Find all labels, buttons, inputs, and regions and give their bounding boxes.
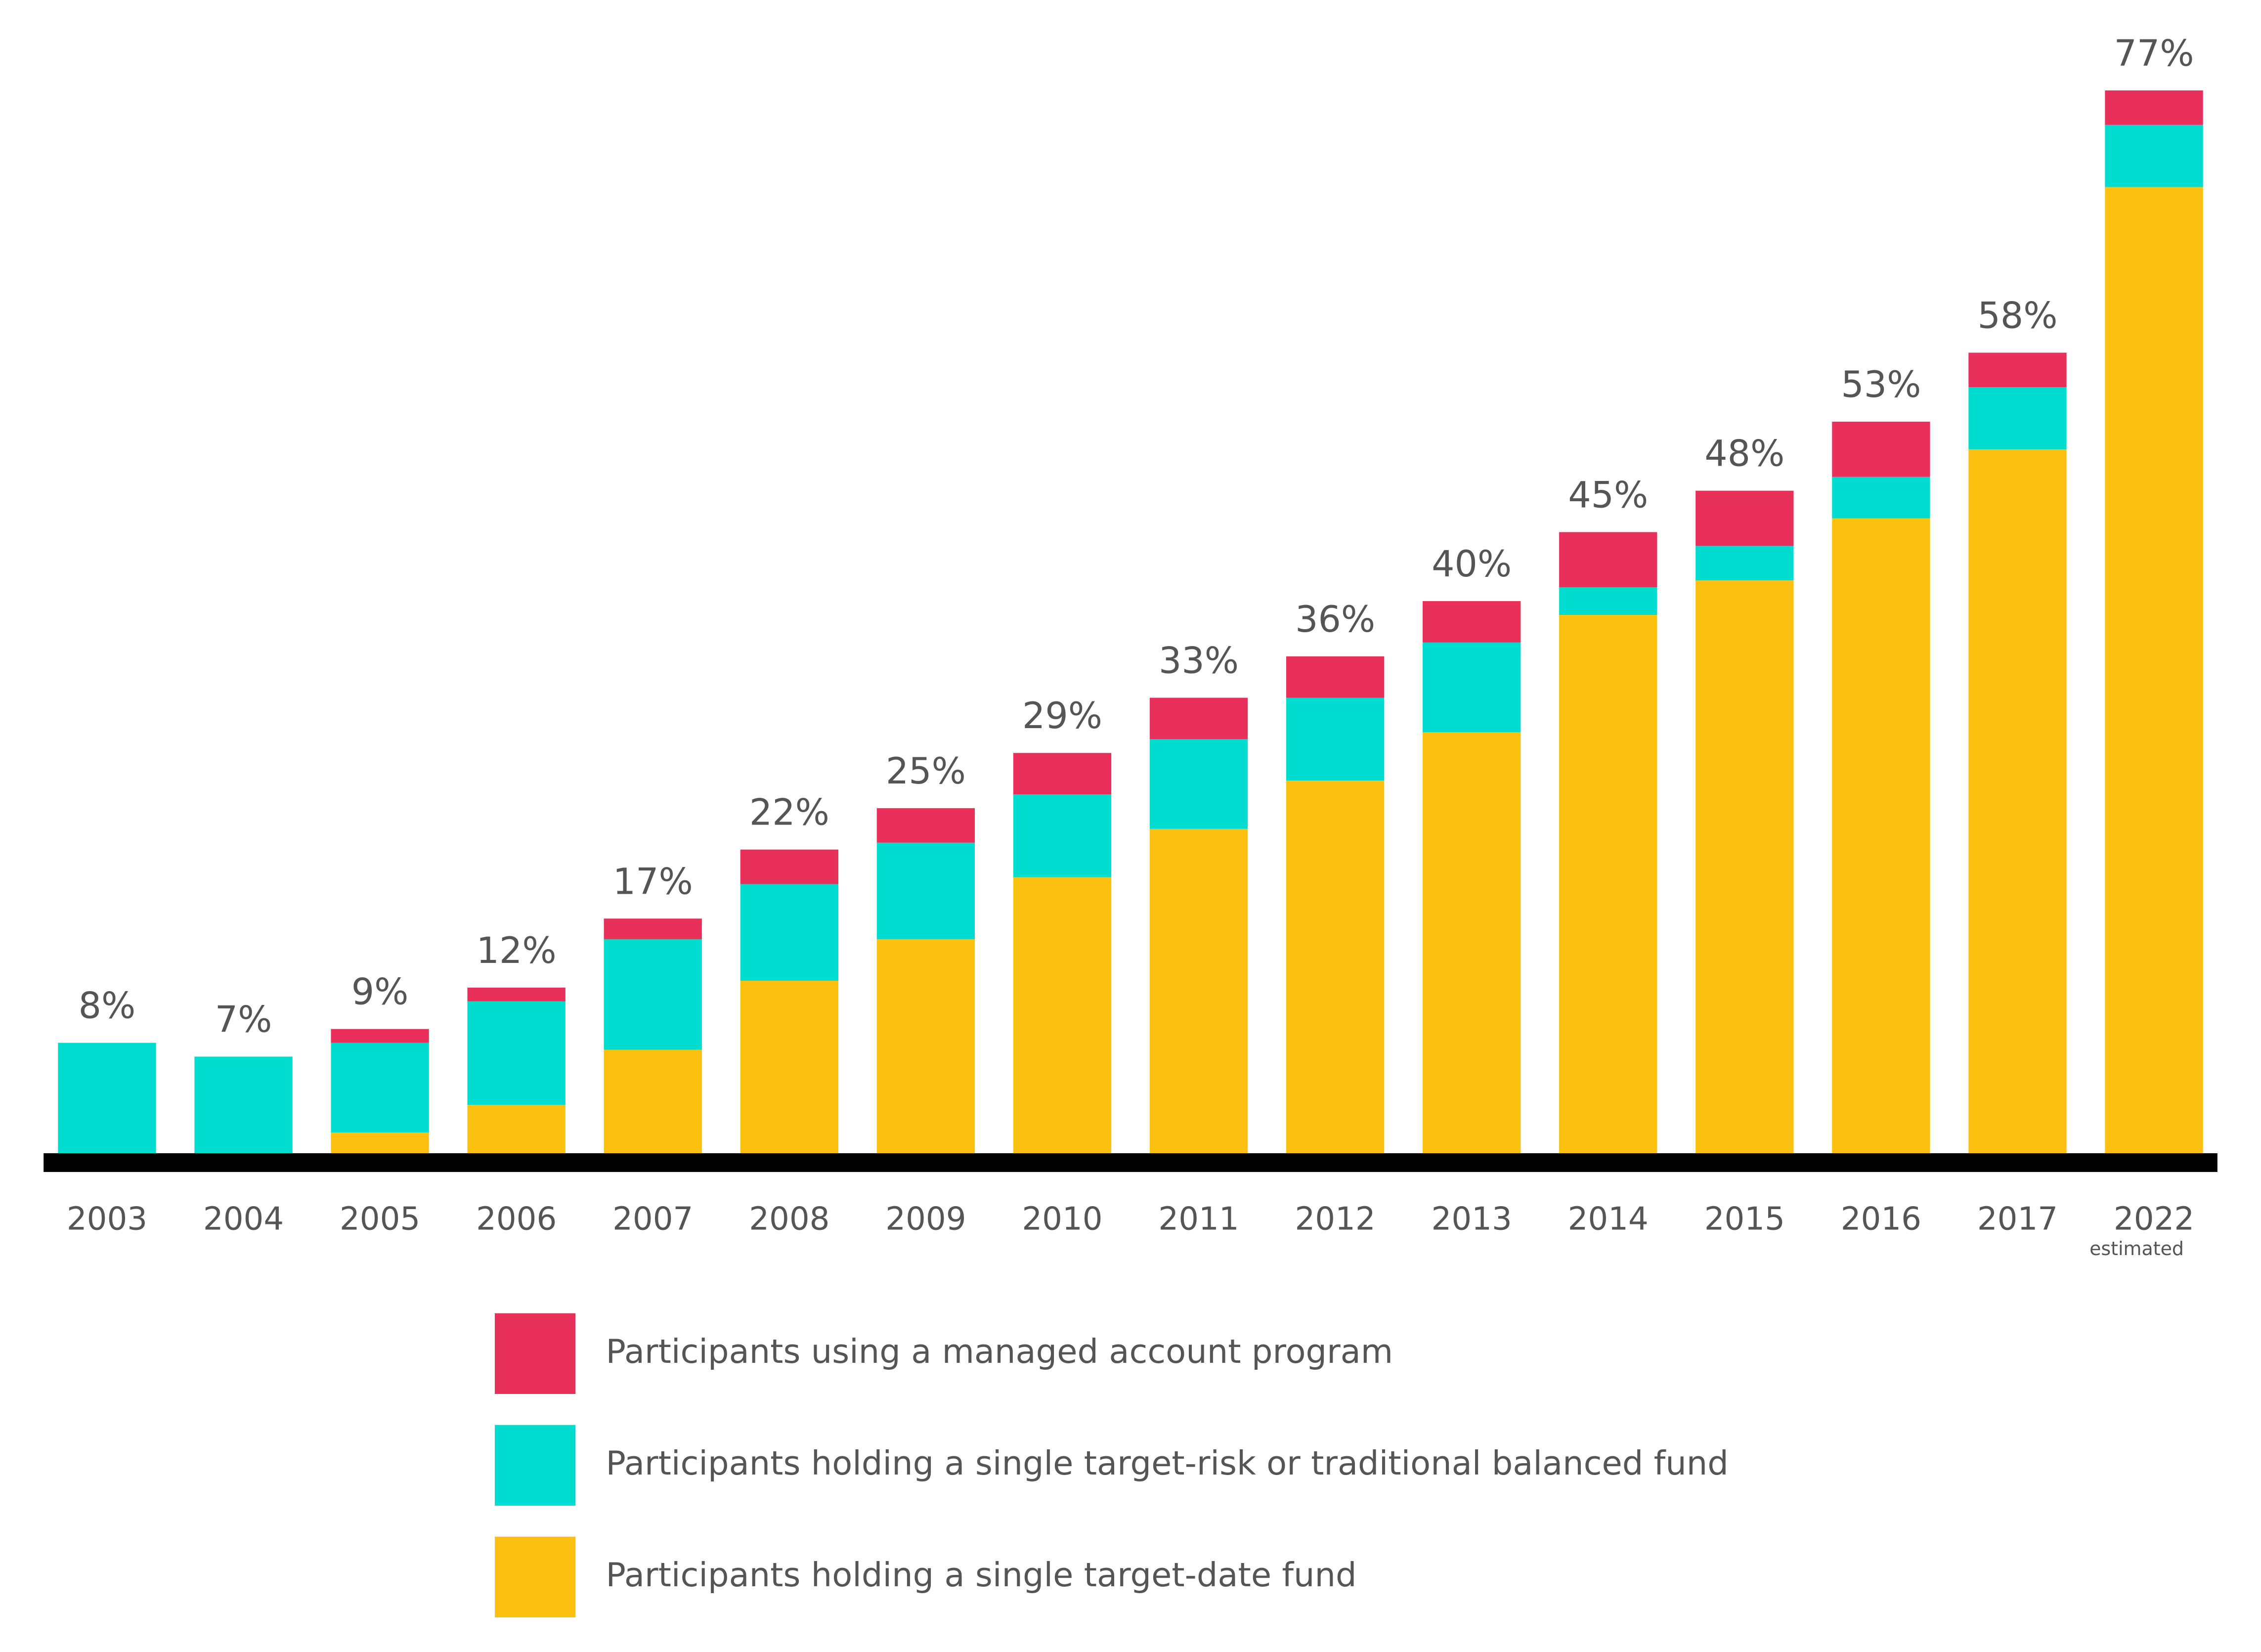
baseline (43, 1153, 2218, 1172)
total-label: 36% (1295, 599, 1375, 641)
annotation: estimated (2089, 1238, 2184, 1260)
total-label: 77% (2114, 33, 2194, 75)
bar-segment (58, 1043, 156, 1153)
x-tick-label: 2008 (749, 1201, 829, 1238)
x-tick-label: 2012 (1295, 1201, 1375, 1238)
bar-segment (876, 939, 975, 1153)
total-label: 48% (1704, 433, 1784, 475)
bar-segment (740, 980, 838, 1153)
bar-segment (1286, 697, 1385, 781)
x-tick-label: 2006 (476, 1201, 557, 1238)
total-label: 53% (1841, 364, 1921, 406)
bar-segment (1696, 580, 1794, 1153)
total-label: 12% (477, 930, 557, 972)
bar-segment (604, 939, 702, 1050)
total-label: 9% (351, 971, 409, 1013)
x-tick-label: 2010 (1022, 1201, 1102, 1238)
x-tick-label: 2007 (612, 1201, 693, 1238)
bar-segment (740, 849, 838, 884)
bar-segment (2105, 125, 2203, 187)
x-tick-label: 2015 (1704, 1201, 1785, 1238)
bar-segment (467, 1001, 565, 1105)
bar-segment (1559, 587, 1657, 615)
bar-segment (1013, 753, 1112, 794)
total-label: 58% (1977, 295, 2057, 337)
x-tick-label: 2022 (2114, 1201, 2194, 1238)
legend-label: Participants using a managed account pro… (606, 1332, 1393, 1371)
bar-segment (1968, 449, 2067, 1153)
total-label: 40% (1432, 543, 1512, 585)
bar-segment (1968, 387, 2067, 449)
legend-swatch (494, 1536, 576, 1618)
bar-segment (331, 1132, 429, 1153)
bar-segment (1696, 490, 1794, 546)
bar-segment (1559, 614, 1657, 1153)
bar-segment (1149, 828, 1248, 1153)
total-label: 8% (79, 985, 136, 1027)
x-tick-label: 2011 (1158, 1201, 1239, 1238)
bar-segment (2105, 90, 2203, 125)
x-tick-label: 2003 (67, 1201, 147, 1238)
bar-segment (1286, 781, 1385, 1153)
x-tick-label: 2013 (1432, 1201, 1512, 1238)
bar-segment (1013, 794, 1112, 877)
x-tick-label: 2016 (1841, 1201, 1921, 1238)
bar-segment (2105, 187, 2203, 1153)
bar-segment (1696, 546, 1794, 581)
x-tick-label: 2009 (885, 1201, 966, 1238)
legend-label: Participants holding a single target-ris… (606, 1444, 1728, 1482)
bar-segment (1559, 532, 1657, 588)
bar-segment (1149, 739, 1248, 829)
bar-segment (1286, 656, 1385, 698)
bar-segment (1013, 877, 1112, 1153)
total-label: 25% (886, 750, 966, 792)
total-label: 33% (1159, 640, 1239, 682)
bar-segment (1423, 732, 1521, 1153)
x-tick-label: 2005 (340, 1201, 420, 1238)
bar-segment (1968, 352, 2067, 388)
bar-segment (1423, 601, 1521, 643)
bar-segment (331, 1029, 429, 1043)
bar-segment (467, 987, 565, 1001)
total-label: 22% (749, 792, 829, 834)
x-tick-label: 2014 (1568, 1201, 1649, 1238)
x-tick-label: 2017 (1977, 1201, 2058, 1238)
total-label: 17% (613, 861, 693, 903)
legend-label: Participants holding a single target-dat… (606, 1556, 1356, 1594)
bar-segment (331, 1043, 429, 1133)
total-label: 29% (1022, 695, 1102, 737)
total-label: 45% (1568, 474, 1648, 516)
legend-swatch (494, 1313, 576, 1394)
bar-segment (604, 918, 702, 940)
bar-segment (1832, 477, 1930, 519)
bar-segment (194, 1056, 293, 1153)
bar-segment (1423, 642, 1521, 733)
bar-segment (467, 1105, 565, 1153)
x-tick-label: 2004 (203, 1201, 284, 1238)
legend-swatch (494, 1425, 576, 1506)
bar-segment (740, 884, 838, 981)
bar-segment (876, 842, 975, 940)
bar-segment (1149, 697, 1248, 739)
bar-segment (1832, 422, 1930, 477)
bar-segment (604, 1049, 702, 1153)
total-label: 7% (215, 999, 272, 1041)
bar-segment (876, 808, 975, 843)
bar-segment (1832, 518, 1930, 1153)
